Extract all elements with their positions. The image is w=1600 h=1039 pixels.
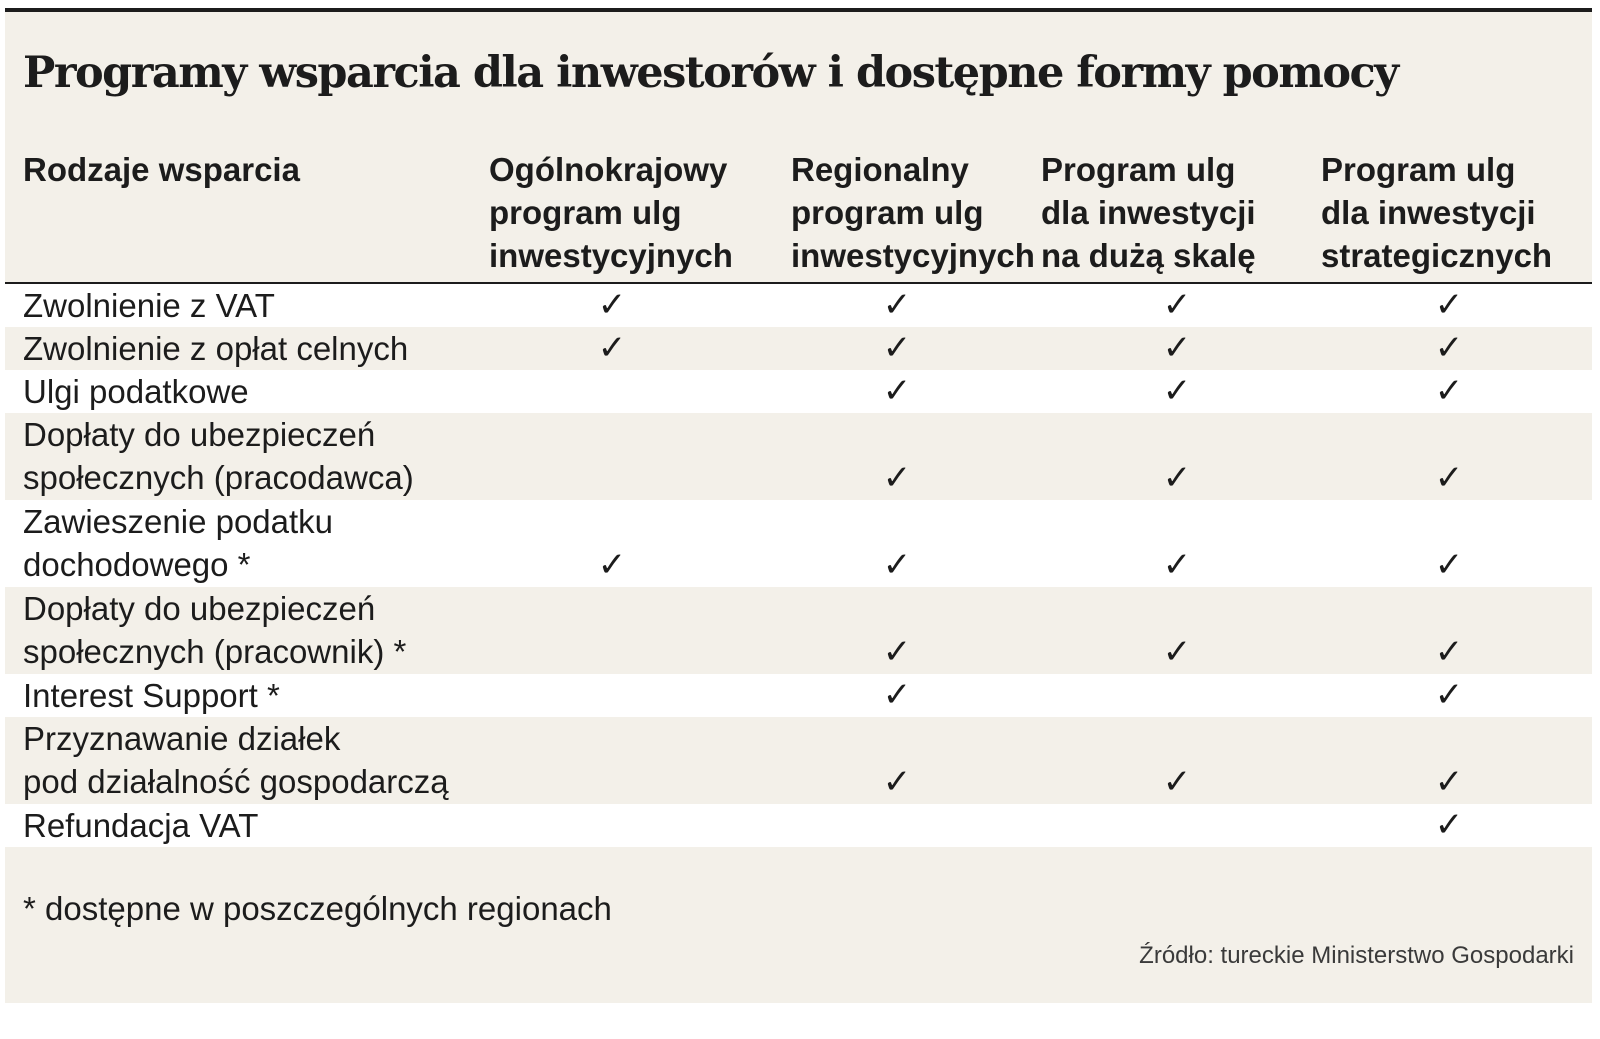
check-icon: ✓	[882, 328, 912, 368]
check-icon: ✓	[1162, 458, 1192, 498]
row-label: Interest Support *	[23, 677, 280, 714]
row-label: Dopłaty do ubezpieczeń społecznych (prac…	[23, 590, 407, 670]
check-icon: ✓	[1434, 328, 1464, 368]
check-icon: ✓	[1162, 545, 1192, 585]
table-row: Ulgi podatkowe ✓ ✓ ✓	[5, 370, 1592, 413]
check-icon: ✓	[1434, 458, 1464, 498]
check-icon: ✓	[1434, 805, 1464, 845]
row-label: Zwolnienie z VAT	[23, 287, 275, 324]
check-icon: ✓	[1162, 371, 1192, 411]
check-icon: ✓	[1162, 762, 1192, 802]
table-row: Refundacja VAT ✓	[5, 804, 1592, 847]
source-credit: Źródło: tureckie Ministerstwo Gospodarki	[1139, 942, 1574, 969]
empty-cell	[592, 631, 632, 673]
check-icon: ✓	[1434, 371, 1464, 411]
empty-cell	[1157, 804, 1197, 846]
table-row: Interest Support * ✓ ✓	[5, 674, 1592, 717]
empty-cell	[877, 804, 917, 846]
table-row: Zwolnienie z VAT ✓ ✓ ✓ ✓	[5, 284, 1592, 327]
empty-cell	[592, 674, 632, 716]
check-icon: ✓	[1434, 545, 1464, 585]
footnote: * dostępne w poszczególnych regionach	[23, 890, 612, 927]
row-label: Refundacja VAT	[23, 807, 259, 844]
column-header-national-program: Ogólnokrajowy program ulg inwestycyjnych	[489, 151, 733, 274]
check-icon: ✓	[882, 371, 912, 411]
check-icon: ✓	[882, 458, 912, 498]
row-label: Dopłaty do ubezpieczeń społecznych (prac…	[23, 416, 414, 496]
column-header-large-scale-program: Program ulg dla inwestycji na dużą skalę	[1041, 151, 1256, 274]
empty-cell	[592, 370, 632, 412]
empty-cell	[592, 457, 632, 499]
table-row: Dopłaty do ubezpieczeń społecznych (prac…	[5, 413, 1592, 500]
table-row: Przyznawanie działek pod działalność gos…	[5, 717, 1592, 804]
check-icon: ✓	[1162, 632, 1192, 672]
row-label: Zawieszenie podatku dochodowego *	[23, 503, 334, 583]
check-icon: ✓	[1162, 285, 1192, 325]
row-label: Zwolnienie z opłat celnych	[23, 330, 409, 367]
table-body: Zwolnienie z VAT ✓ ✓ ✓ ✓ Zwolnienie z op…	[5, 284, 1592, 847]
table-row: Dopłaty do ubezpieczeń społecznych (prac…	[5, 587, 1592, 674]
check-icon: ✓	[597, 285, 627, 325]
check-icon: ✓	[597, 545, 627, 585]
empty-cell	[1157, 674, 1197, 716]
check-icon: ✓	[882, 632, 912, 672]
page-title: Programy wsparcia dla inwestorów i dostę…	[23, 48, 1399, 98]
table-row: Zawieszenie podatku dochodowego * ✓ ✓ ✓ …	[5, 500, 1592, 587]
check-icon: ✓	[882, 545, 912, 585]
column-header-regional-program: Regionalny program ulg inwestycyjnych	[791, 151, 1035, 274]
empty-cell	[592, 761, 632, 803]
row-label: Ulgi podatkowe	[23, 373, 249, 410]
empty-cell	[592, 804, 632, 846]
column-header-support-type: Rodzaje wsparcia	[23, 151, 300, 188]
check-icon: ✓	[1434, 632, 1464, 672]
check-icon: ✓	[1162, 328, 1192, 368]
check-icon: ✓	[1434, 675, 1464, 715]
check-icon: ✓	[597, 328, 627, 368]
table-row: Zwolnienie z opłat celnych ✓ ✓ ✓ ✓	[5, 327, 1592, 370]
check-icon: ✓	[882, 285, 912, 325]
check-icon: ✓	[882, 762, 912, 802]
row-label: Przyznawanie działek pod działalność gos…	[23, 720, 449, 800]
check-icon: ✓	[882, 675, 912, 715]
infographic-card: Programy wsparcia dla inwestorów i dostę…	[5, 8, 1592, 1003]
check-icon: ✓	[1434, 285, 1464, 325]
header-divider	[5, 282, 1592, 284]
check-icon: ✓	[1434, 762, 1464, 802]
column-header-strategic-program: Program ulg dla inwestycji strategicznyc…	[1321, 151, 1553, 274]
